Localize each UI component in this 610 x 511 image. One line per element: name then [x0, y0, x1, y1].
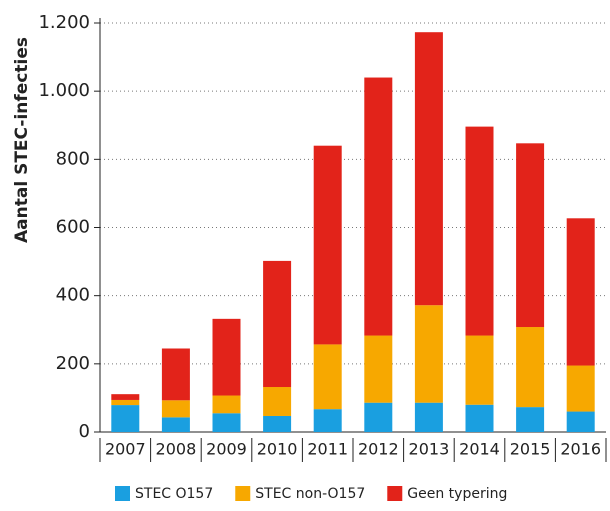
bar-segment [364, 77, 393, 336]
bar-segment [263, 387, 292, 416]
bar-segment [516, 407, 545, 432]
bar-segment [516, 327, 545, 408]
legend-swatch [115, 486, 130, 501]
x-tick-label: 2007 [105, 440, 146, 459]
x-tick-label: 2010 [257, 440, 298, 459]
bar-segment [364, 402, 393, 432]
legend-label: STEC non-O157 [255, 486, 365, 502]
y-tick-label: 1.000 [38, 80, 90, 101]
x-tick-label: 2008 [156, 440, 197, 459]
bar-segment [516, 143, 545, 328]
bar-segment [465, 126, 494, 336]
legend-swatch [235, 486, 251, 501]
bar-segment [566, 218, 595, 366]
bar-segment [414, 32, 443, 306]
bar-segment [414, 305, 443, 403]
legend-label: STEC O157 [135, 486, 213, 502]
bar-segment [111, 399, 140, 406]
x-tick-label: 2013 [409, 440, 450, 459]
bar-segment [263, 260, 292, 388]
x-tick-label: 2016 [560, 440, 601, 459]
bar-segment [313, 145, 342, 345]
y-tick-label: 0 [79, 421, 90, 442]
x-tick-label: 2011 [307, 440, 348, 459]
bar-segment [111, 394, 140, 400]
bar-segment [465, 404, 494, 432]
legend-swatch [387, 486, 403, 501]
y-axis-label: Aantal STEC-infecties [12, 37, 32, 243]
y-tick-label: 600 [56, 217, 90, 238]
bar-segment [465, 335, 494, 405]
y-tick-label: 200 [56, 353, 90, 374]
bar-segment [566, 411, 595, 432]
x-tick-label: 2009 [206, 440, 247, 459]
bar-segment [212, 318, 241, 396]
y-tick-label: 1.200 [38, 12, 90, 33]
bar-segment [263, 415, 292, 432]
x-tick-label: 2012 [358, 440, 399, 459]
x-tick-label: 2015 [510, 440, 551, 459]
bar-segment [161, 417, 190, 432]
y-tick-label: 800 [56, 148, 90, 169]
legend-label: Geen typering [407, 486, 507, 502]
bar-segment [161, 348, 190, 401]
bar-segment [566, 365, 595, 412]
bar-segment [212, 413, 241, 432]
bar-segment [414, 402, 443, 432]
bar-segment [161, 400, 190, 418]
bar-segment [364, 335, 393, 403]
bar-segment [212, 395, 241, 414]
bar-segment [313, 409, 342, 432]
y-tick-label: 400 [56, 285, 90, 306]
bar-segment [313, 344, 342, 410]
bar-segment [111, 405, 140, 432]
x-tick-label: 2014 [459, 440, 500, 459]
